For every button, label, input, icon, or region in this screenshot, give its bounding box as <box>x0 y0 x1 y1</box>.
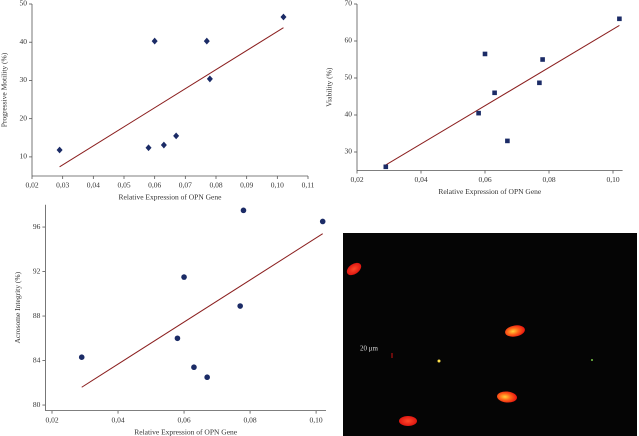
y-tick-label: 30 <box>20 75 28 84</box>
y-tick-label: 40 <box>20 37 28 46</box>
trend-line <box>385 25 620 166</box>
point <box>476 110 481 116</box>
y-tick-label: 50 <box>20 0 28 8</box>
x-axis-title: Relative Expression of OPN Gene <box>134 427 238 436</box>
trend-line <box>81 233 323 388</box>
x-tick-label: 0,10 <box>606 175 619 184</box>
point <box>151 37 158 45</box>
point <box>237 303 243 309</box>
point <box>240 207 247 214</box>
x-tick-label: 0,07 <box>179 181 192 190</box>
x-tick-label: 0,10 <box>271 181 284 190</box>
point <box>617 16 622 22</box>
x-tick-label: 0,06 <box>478 175 491 184</box>
scale-label: 20 μm <box>360 345 379 353</box>
x-tick-label: 0,03 <box>56 181 69 190</box>
x-tick-label: 0,04 <box>111 415 124 424</box>
y-tick-label: 84 <box>33 355 41 364</box>
point <box>174 335 181 342</box>
point <box>540 57 545 62</box>
y-tick-label: 60 <box>345 36 353 45</box>
x-tick-label: 0,02 <box>45 415 58 424</box>
x-tick-label: 0,11 <box>302 181 315 190</box>
x-tick-label: 0,09 <box>240 181 253 190</box>
cell <box>497 391 517 403</box>
cell <box>399 416 417 426</box>
x-tick-label: 0,08 <box>244 415 257 424</box>
y-tick-label: 50 <box>345 73 353 82</box>
y-axis-title: Acrosome Integrity (%) <box>13 271 22 343</box>
point <box>492 90 497 96</box>
image-background <box>343 233 637 436</box>
point <box>204 374 210 381</box>
point <box>160 141 167 149</box>
point <box>206 75 213 83</box>
y-tick-label: 80 <box>33 400 41 409</box>
x-tick-label: 0,02 <box>25 181 38 190</box>
x-tick-label: 0,06 <box>148 181 161 190</box>
cell <box>346 262 362 276</box>
speck <box>437 359 441 363</box>
x-tick-label: 0,08 <box>542 175 555 184</box>
point <box>319 218 326 225</box>
point <box>56 146 63 154</box>
cell <box>505 325 525 337</box>
x-tick-label: 0,02 <box>350 175 363 184</box>
point <box>537 80 542 86</box>
y-tick-label: 10 <box>20 152 28 161</box>
y-tick-label: 70 <box>345 0 353 8</box>
y-axis-title: Viability (%) <box>325 67 334 107</box>
point <box>203 37 210 45</box>
point <box>173 132 180 140</box>
y-tick-label: 92 <box>33 266 41 275</box>
point <box>145 144 152 152</box>
x-tick-label: 0,05 <box>117 181 130 190</box>
point <box>280 13 287 21</box>
point <box>191 364 197 371</box>
y-tick-label: 30 <box>345 147 353 156</box>
micrograph: 20 μm <box>343 233 637 436</box>
speck <box>591 359 593 361</box>
point <box>78 354 85 361</box>
y-tick-label: 96 <box>33 222 41 231</box>
point <box>383 164 389 170</box>
y-tick-label: 40 <box>345 110 353 119</box>
y-axis-title: Progressive Motility (%) <box>0 52 9 127</box>
y-tick-label: 20 <box>20 113 28 122</box>
x-axis-title: Relative Expression of OPN Gene <box>438 187 542 196</box>
point <box>505 138 510 144</box>
x-axis-title: Relative Expression of OPN Gene <box>119 193 223 202</box>
point <box>181 274 187 280</box>
trend-line <box>59 27 284 168</box>
x-tick-label: 0,08 <box>209 181 222 190</box>
x-tick-label: 0,04 <box>87 181 100 190</box>
y-tick-label: 88 <box>33 311 41 320</box>
point <box>482 51 488 57</box>
x-tick-label: 0,06 <box>177 415 190 424</box>
x-tick-label: 0,10 <box>310 415 323 424</box>
x-tick-label: 0,04 <box>414 175 427 184</box>
